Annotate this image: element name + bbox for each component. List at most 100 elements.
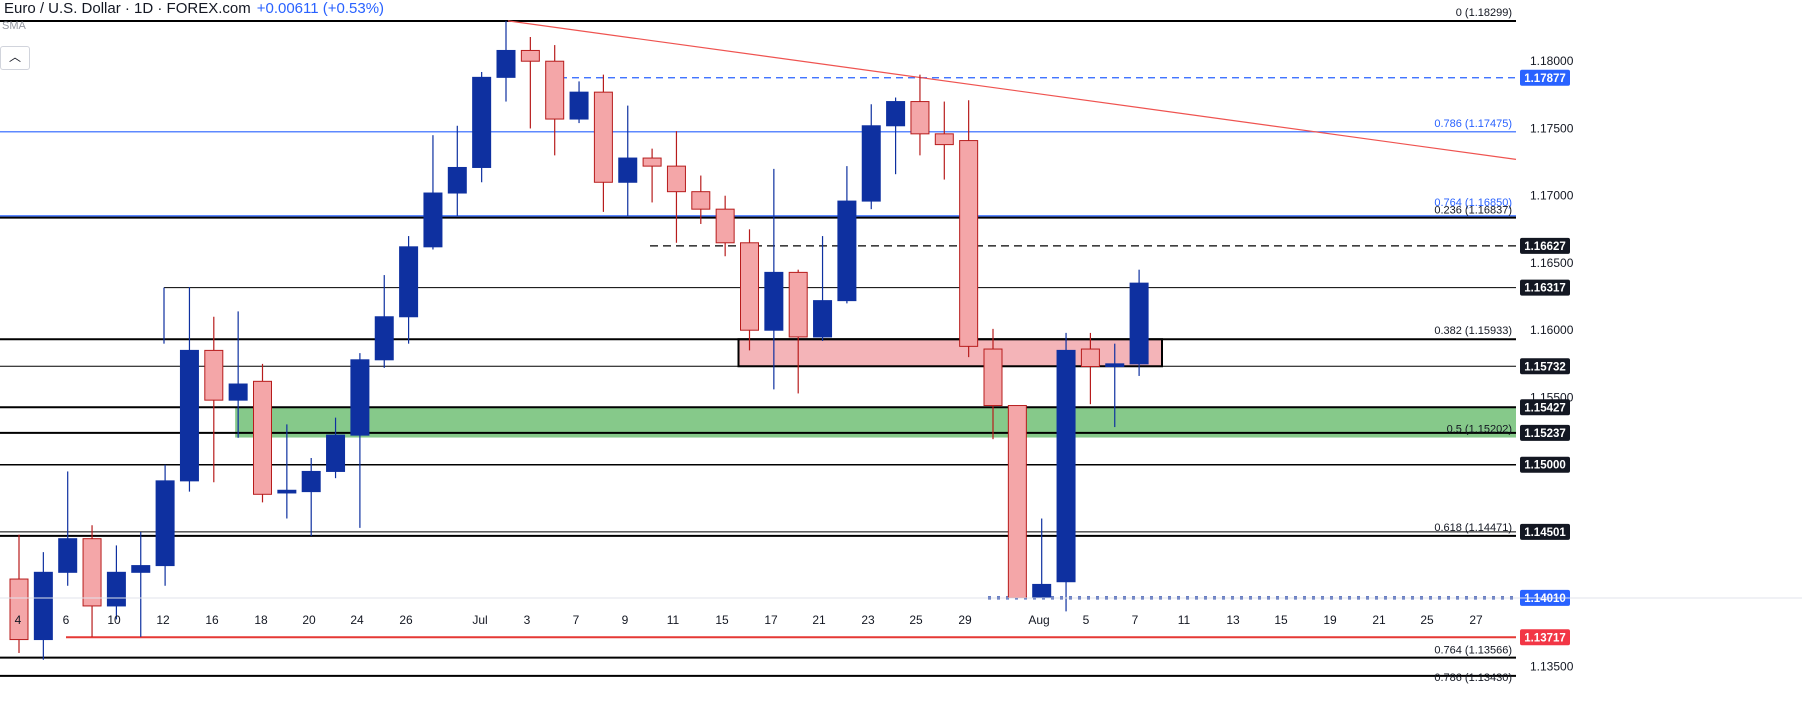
candle [837,166,857,304]
candle [764,168,784,390]
candle-body [179,349,199,482]
price-tag-label: 1.15000 [1524,460,1566,472]
candle-body [1056,349,1076,583]
candles-layer [9,20,1149,660]
candle [374,275,394,368]
price-tick-label: 1.18000 [1530,54,1574,68]
candle-body [1080,348,1100,368]
candle [301,457,321,537]
candle [472,71,492,183]
price-tick-label: 1.16500 [1530,256,1574,270]
price-tick-label: 1.13500 [1530,659,1574,673]
candle-body [691,191,711,210]
time-tick-label: 24 [350,613,364,627]
candle-body [301,470,321,493]
candle-body [253,380,272,495]
candle [983,328,1003,440]
candle [569,81,589,124]
price-tag [1520,424,1570,441]
candle [1056,332,1076,612]
candle-body [204,349,224,401]
time-tick-label: 16 [205,613,219,627]
candle-body [33,571,53,641]
candle-body [740,242,759,331]
candle-body [545,60,565,120]
price-tag [1520,523,1570,540]
time-tick-label: Jul [472,613,487,627]
candle [618,105,638,216]
candle-body [959,140,979,347]
candle-body [593,91,613,183]
candle-body [715,208,735,244]
time-tick-label: 3 [524,613,531,627]
symbol-title: Euro / U.S. Dollar · 1D · FOREX.com [4,0,251,17]
candle [910,74,930,156]
price-tag-label: 1.16317 [1524,283,1566,295]
fib-label: 0 (1.18299) [1456,7,1512,19]
candle-body [472,76,492,168]
candle [1105,343,1125,428]
price-tag-label: 1.15732 [1524,361,1566,373]
price-axis: 1.18500 1.18000 1.17500 1.17000 1.16500 1.160… [1518,0,1802,673]
zones-layer [235,338,1516,438]
candle-body [642,157,662,167]
price-tag [1520,237,1570,254]
fib-label: 0.786 (1.13430) [1434,672,1512,684]
chevron-up-icon[interactable]: ︿ [0,46,30,70]
time-tick-label: 11 [1178,613,1191,627]
price-change: +0.00611 (+0.53%) [256,0,385,17]
candle-body [82,538,102,607]
chart-header: Euro / U.S. Dollar · 1D · FOREX.com +0.00… [4,0,384,17]
candle [886,97,906,175]
candle [326,417,346,479]
price-tick-label: 1.18500 [1530,0,1574,1]
time-tick-label: 15 [1274,613,1288,627]
candle [423,135,443,250]
candle-body [58,538,78,573]
candle-body [666,165,686,193]
candle [1080,332,1100,405]
candle [447,125,467,216]
price-tag [1520,358,1570,375]
candle [204,316,224,483]
candle-body [326,434,346,472]
candle [1032,518,1052,599]
price-tag-label: 1.17877 [1524,73,1566,85]
candle [520,37,540,129]
price-tag [1520,279,1570,296]
candle-body [423,192,443,248]
candle-body [155,480,175,567]
time-tick-label: 5 [1083,613,1090,627]
time-tick-label: 11 [667,613,680,627]
time-tick-label: 29 [958,613,972,627]
candle [740,229,759,351]
candle-body [813,300,833,338]
price-tag-label: 1.13717 [1524,632,1566,644]
candle [715,195,735,257]
candle-body [1007,405,1027,599]
fib-label: 0.764 (1.16850) [1434,197,1512,209]
candle-body [106,571,126,607]
candle [179,287,199,492]
candle-body [277,489,297,494]
candle-body [569,91,589,120]
price-tick-label: 1.17500 [1530,121,1574,135]
candle [131,531,151,637]
fib-label: 0.236 (1.16837) [1434,205,1512,217]
time-tick-label: Aug [1028,613,1049,627]
time-tick-label: 25 [1420,613,1434,627]
time-tick-label: 21 [1372,613,1386,627]
candle-body [764,271,784,331]
candle [1007,405,1027,599]
candle [861,104,881,210]
time-tick-label: 26 [399,613,413,627]
candle [253,363,272,503]
price-tag-label: 1.16627 [1524,241,1566,253]
price-tag [1520,629,1570,646]
candle-body [861,125,881,202]
time-tick-label: 12 [156,613,170,627]
time-tick-label: 6 [63,613,70,627]
sma-indicator-label[interactable]: SMA [2,20,26,32]
time-tick-label: 9 [622,613,629,627]
